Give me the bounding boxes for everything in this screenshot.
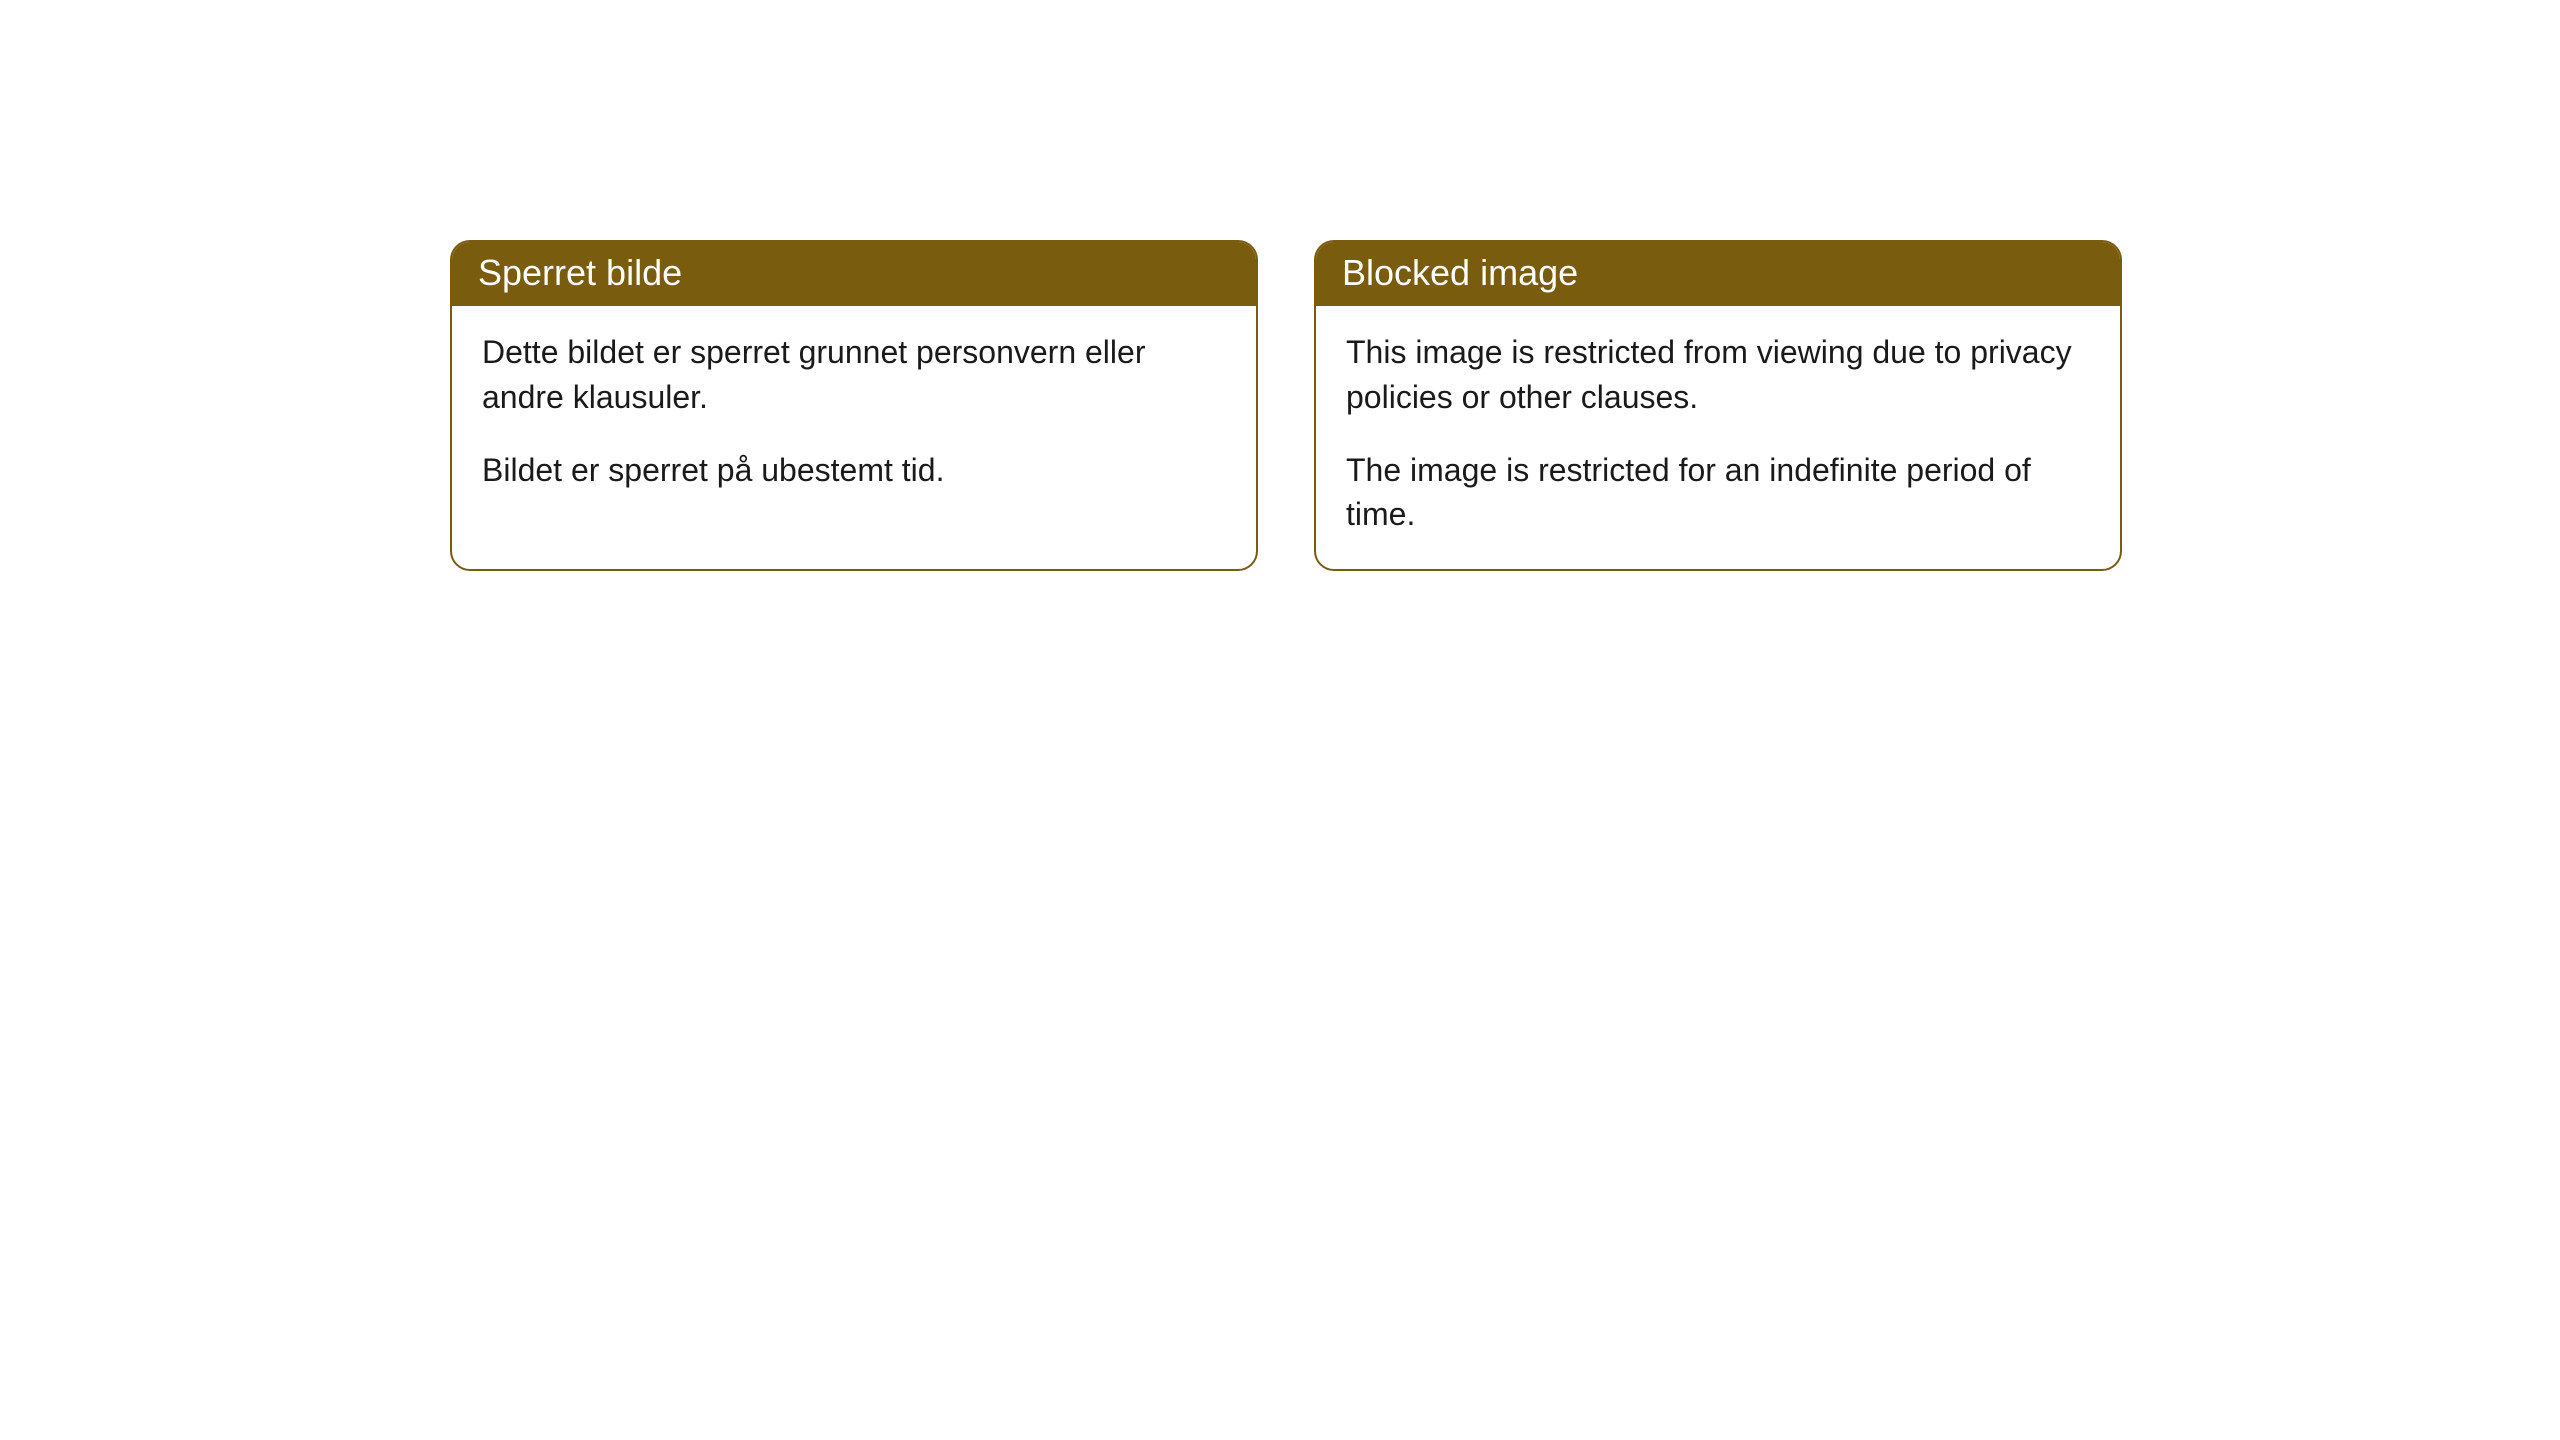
card-paragraph: The image is restricted for an indefinit…	[1346, 448, 2090, 538]
card-paragraph: This image is restricted from viewing du…	[1346, 330, 2090, 420]
card-header-english: Blocked image	[1316, 242, 2120, 306]
notice-cards-container: Sperret bilde Dette bildet er sperret gr…	[450, 240, 2560, 571]
card-body-english: This image is restricted from viewing du…	[1316, 306, 2120, 569]
card-paragraph: Bildet er sperret på ubestemt tid.	[482, 448, 1226, 493]
card-body-norwegian: Dette bildet er sperret grunnet personve…	[452, 306, 1256, 524]
notice-card-english: Blocked image This image is restricted f…	[1314, 240, 2122, 571]
card-header-norwegian: Sperret bilde	[452, 242, 1256, 306]
card-paragraph: Dette bildet er sperret grunnet personve…	[482, 330, 1226, 420]
notice-card-norwegian: Sperret bilde Dette bildet er sperret gr…	[450, 240, 1258, 571]
